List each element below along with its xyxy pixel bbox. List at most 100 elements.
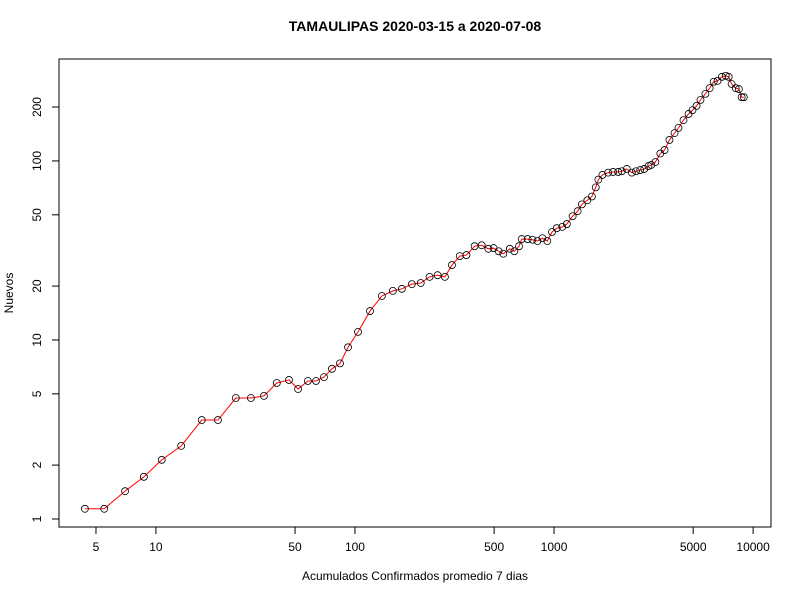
data-point [640, 165, 649, 173]
data-point [562, 220, 571, 228]
data-point [484, 244, 493, 253]
data-point [121, 487, 129, 496]
data-point [609, 168, 617, 176]
data-point [705, 84, 714, 93]
x-tick-label: 10 [149, 540, 163, 554]
data-point [577, 200, 586, 209]
data-point [588, 192, 596, 201]
data-point [552, 224, 561, 233]
data-point [260, 391, 268, 400]
y-tick-label: 50 [30, 208, 44, 222]
data-point [510, 247, 519, 256]
data-point [737, 93, 746, 102]
data-point [407, 280, 416, 289]
y-tick-label: 20 [30, 279, 44, 293]
data-point [651, 158, 660, 166]
data-point [81, 504, 89, 513]
data-point [594, 175, 603, 184]
data-point [627, 168, 636, 177]
x-tick-label: 10000 [736, 540, 770, 554]
data-point [660, 146, 669, 154]
data-point [433, 271, 442, 280]
plot-frame [58, 58, 772, 528]
data-point [558, 223, 567, 231]
data-point [303, 377, 312, 385]
data-point [416, 279, 425, 287]
data-point [604, 168, 613, 177]
data-point [583, 196, 592, 205]
data-point [366, 307, 374, 315]
y-axis-title: Nuevos [2, 273, 16, 314]
data-point [354, 327, 362, 336]
data-point [523, 235, 532, 243]
data-point [636, 166, 645, 174]
data-point [674, 123, 683, 132]
data-point [727, 80, 736, 88]
x-tick-label: 5000 [680, 540, 707, 554]
data-point [713, 76, 722, 85]
x-tick-label: 1000 [541, 540, 568, 554]
data-point [709, 77, 718, 86]
data-point [462, 251, 471, 259]
data-point [548, 228, 556, 236]
data-point [734, 85, 743, 93]
data-point [425, 273, 434, 281]
data-point [336, 359, 344, 368]
y-tick-label: 2 [30, 461, 44, 468]
x-tick-label: 50 [288, 540, 302, 554]
data-point [294, 385, 303, 393]
data-point [614, 168, 623, 176]
data-point [100, 504, 109, 513]
y-tick-label: 1 [30, 515, 44, 522]
data-point [679, 116, 688, 125]
data-point [731, 84, 740, 93]
data-point [246, 394, 255, 402]
data-point [591, 183, 600, 192]
data-point [515, 242, 523, 251]
data-point [670, 129, 679, 138]
data-point [701, 89, 710, 98]
y-tick-label: 10 [30, 333, 44, 347]
data-point [272, 379, 281, 387]
data-point [139, 472, 148, 481]
data-point [724, 72, 733, 81]
data-point [344, 343, 352, 352]
data-point [448, 261, 456, 269]
x-tick-label: 5 [93, 540, 100, 554]
data-point [231, 394, 240, 402]
data-point [543, 237, 552, 245]
data-point [573, 207, 582, 216]
y-tick-label: 200 [30, 97, 44, 117]
data-point [157, 455, 166, 464]
data-point [568, 212, 577, 221]
data-point [214, 416, 222, 424]
data-point [499, 249, 508, 258]
data-point [285, 376, 293, 384]
x-tick-label: 500 [484, 540, 504, 554]
data-point [177, 441, 186, 450]
data-point [312, 377, 320, 385]
x-axis-title: Acumulados Confirmados promedio 7 dias [302, 569, 528, 583]
data-point [528, 235, 537, 244]
data-point [377, 292, 386, 300]
data-line [84, 75, 744, 510]
data-point [505, 244, 514, 253]
data-point [533, 237, 542, 245]
data-point [441, 273, 449, 281]
data-point [622, 165, 631, 173]
data-point [517, 235, 526, 243]
data-point [397, 284, 406, 293]
data-point [320, 373, 328, 382]
y-tick-label: 100 [30, 151, 44, 171]
chart-title: TAMAULIPAS 2020-03-15 a 2020-07-08 [289, 18, 542, 34]
data-point [328, 364, 336, 373]
data-point [632, 167, 640, 176]
data-point [388, 286, 397, 295]
y-tick-label: 5 [30, 390, 44, 397]
data-point [696, 96, 705, 104]
data-point [494, 247, 503, 256]
data-point [739, 93, 748, 102]
data-point [538, 234, 547, 243]
data-point [688, 106, 697, 115]
